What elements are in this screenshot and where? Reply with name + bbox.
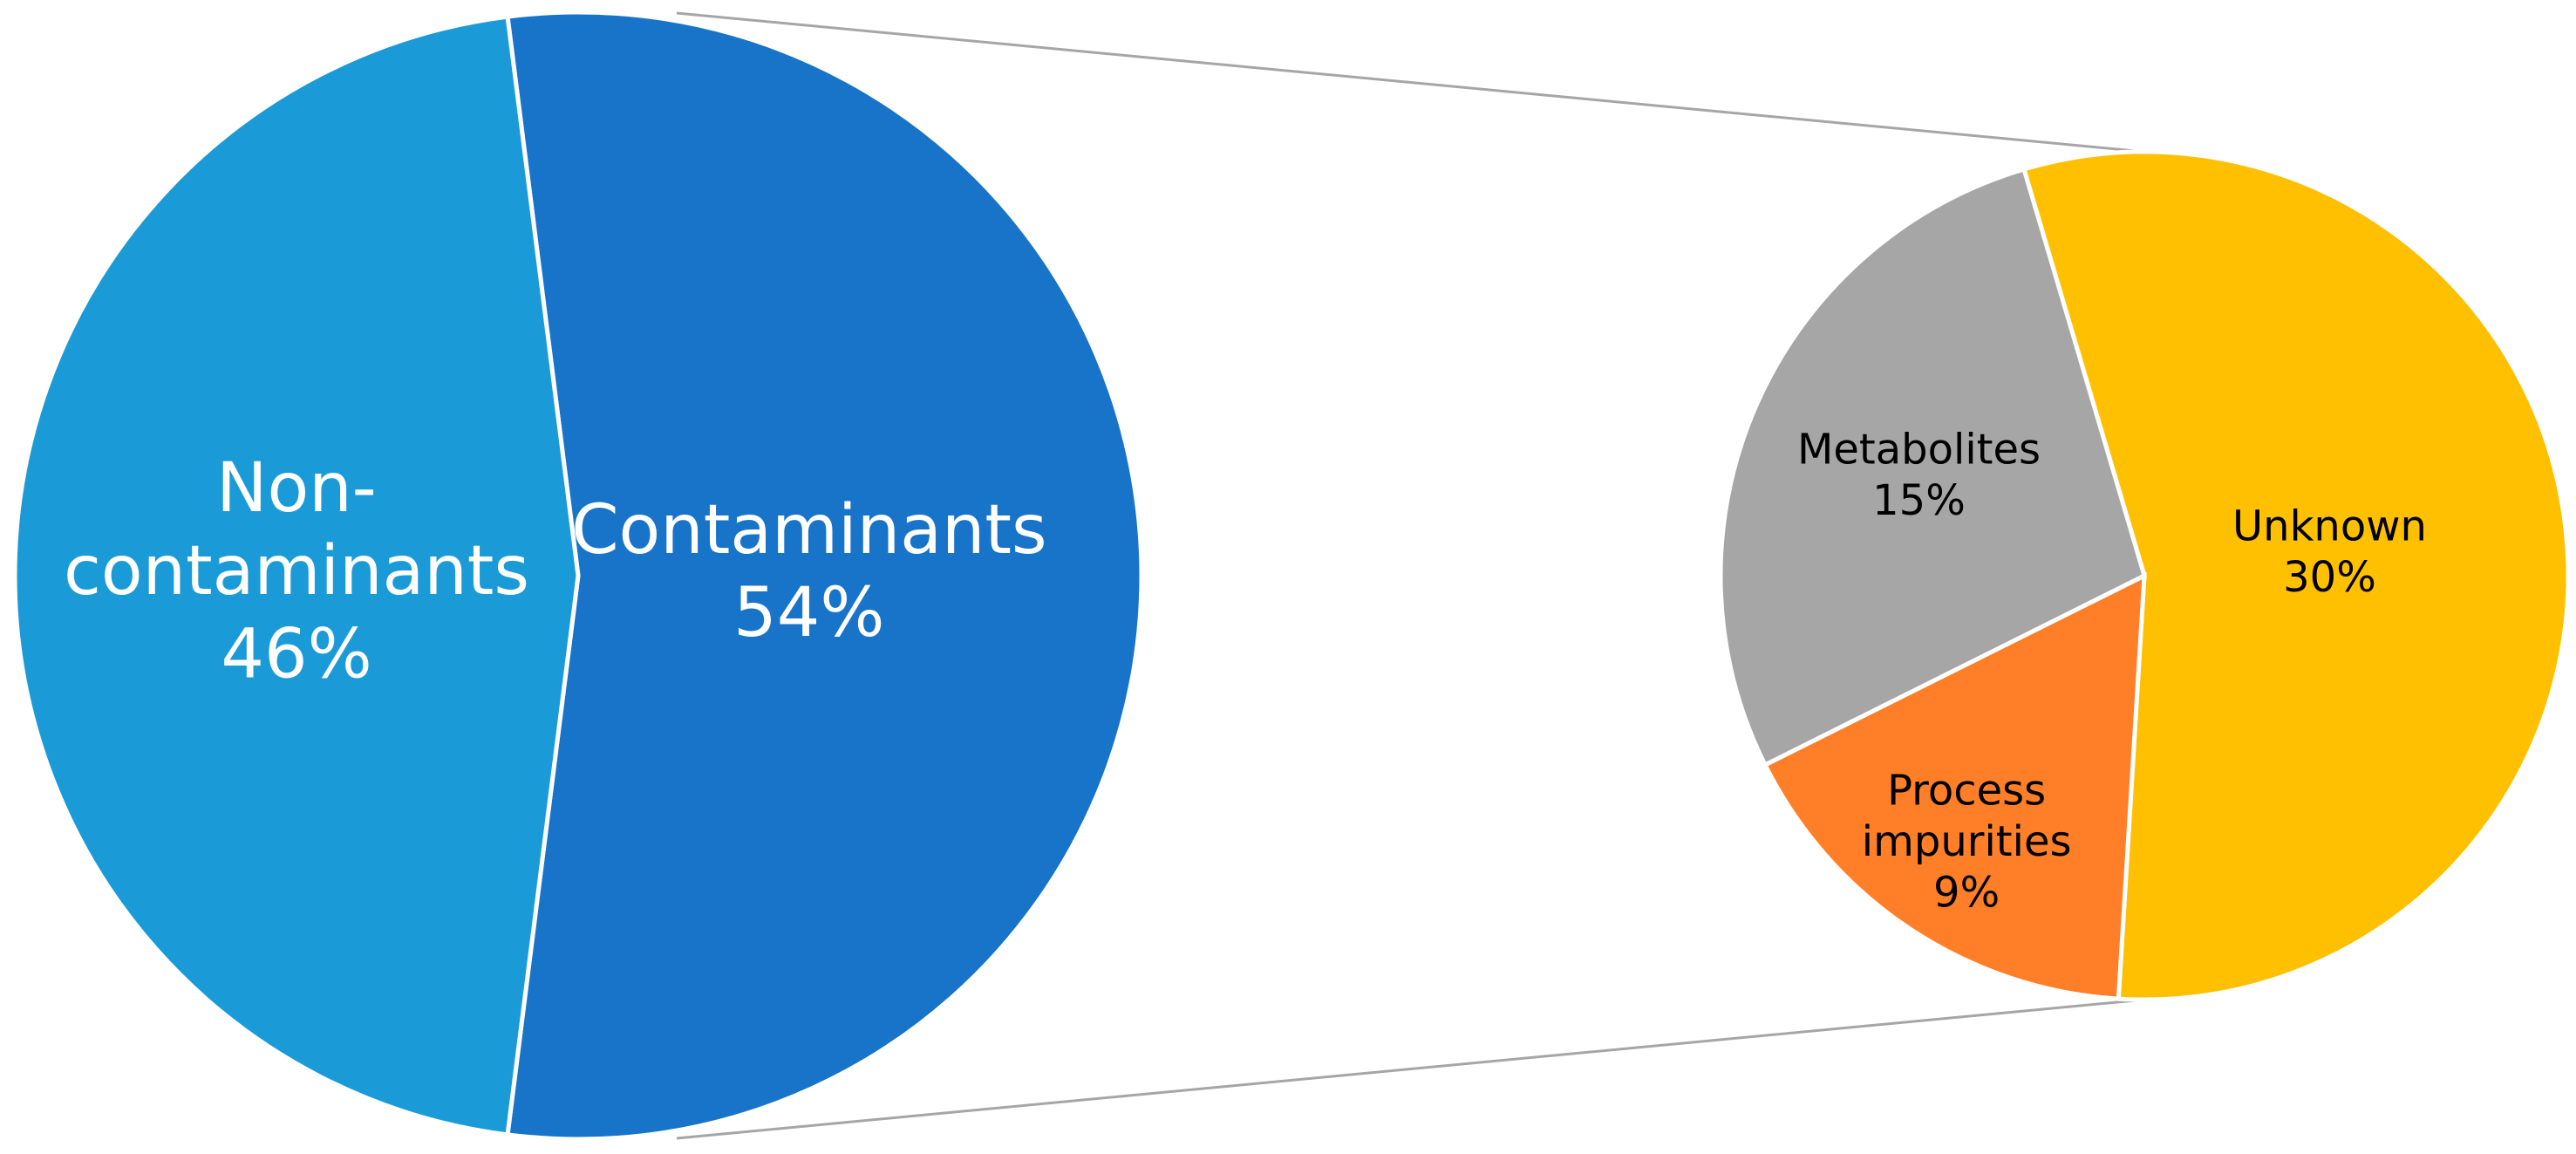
slice-label: Unknown [2232,502,2427,551]
pie-slice [2021,149,2571,1002]
slice-label: Contaminants [571,491,1047,570]
pie-slice [505,10,1144,1142]
pie-slice [1718,166,2147,768]
value-label: 15% [1872,476,1966,525]
connector-line [676,11,2145,154]
value-label: 46% [221,616,371,694]
slice-label: Non-contaminants [64,449,529,611]
connector-line [676,998,2145,1140]
value-label: 54% [733,574,884,652]
slice-label: Process impurities [1862,766,2072,866]
value-label: 9% [1933,869,2000,918]
slice-label: Metabolites [1797,425,2041,474]
value-label: 30% [2283,553,2376,602]
pie-slice [12,14,581,1137]
pie-slice [1762,571,2147,1001]
